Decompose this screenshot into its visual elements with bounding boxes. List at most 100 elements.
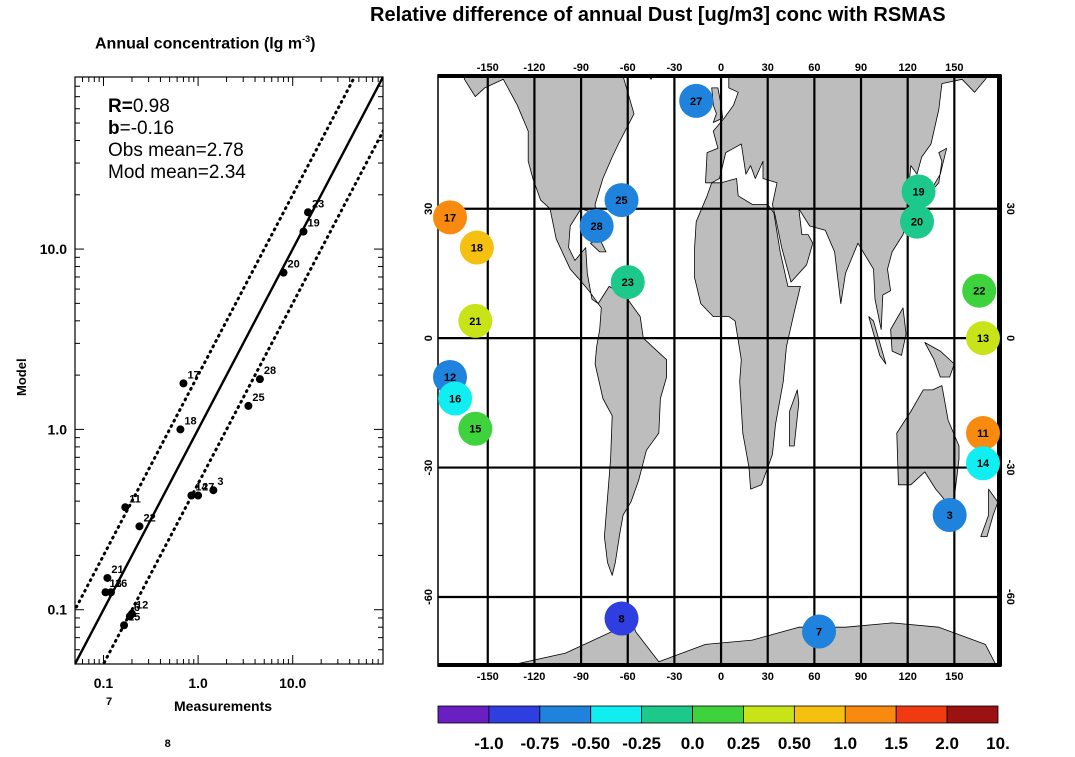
point-label: 19 xyxy=(307,218,319,230)
station-label: 18 xyxy=(471,243,483,255)
colorbar-label: 1.5 xyxy=(884,734,908,753)
lon-label-bottom: 60 xyxy=(808,671,820,683)
station-marker xyxy=(433,200,467,235)
x-tick-label: 1.0 xyxy=(188,675,208,691)
scatter-plot: 0.1 1.0 10.00.11.010.023192028251718111427… xyxy=(40,76,384,750)
lon-label-top: -150 xyxy=(477,62,499,74)
lon-label-top: 150 xyxy=(945,62,963,74)
station-marker xyxy=(966,321,1000,356)
lat-label-left: -60 xyxy=(423,589,435,605)
station-marker xyxy=(610,265,645,300)
station-label: 21 xyxy=(469,316,481,328)
data-point xyxy=(125,612,134,621)
station-label: 7 xyxy=(816,626,822,638)
colorbar-swatch xyxy=(895,705,948,724)
x-tick-label: 0.1 xyxy=(94,675,114,691)
station-marker xyxy=(966,416,1000,451)
colorbar-swatch xyxy=(437,705,490,724)
data-point xyxy=(101,588,110,597)
lon-label-bottom: 0 xyxy=(718,671,724,683)
map-border-right xyxy=(997,75,1002,666)
data-point xyxy=(187,491,196,500)
scatter-title-exponent: -3 xyxy=(302,34,311,44)
colorbar-label: 1.0 xyxy=(833,734,857,753)
station-label: 14 xyxy=(977,458,990,470)
lon-label-top: 120 xyxy=(899,62,917,74)
lat-label-right: -60 xyxy=(1004,589,1016,605)
scatter-title-close: ) xyxy=(310,35,316,53)
stat-b-value: =-0.16 xyxy=(119,118,175,139)
lat-label-left: -30 xyxy=(423,460,435,476)
station-label: 17 xyxy=(444,212,456,224)
station-marker xyxy=(966,446,1000,481)
point-label: 13 xyxy=(109,578,121,590)
two-to-one-line xyxy=(75,77,357,613)
point-label: 28 xyxy=(264,365,276,377)
stat-b: b=-0.16 xyxy=(108,118,246,140)
station-marker xyxy=(458,411,493,446)
colorbar: -1.0 -0.75 -0.50 -0.25 0.0 0.25 0.50 1.0 1.5 2.0 1… xyxy=(437,705,1010,753)
point-label: 11 xyxy=(129,493,141,505)
lon-label-top: 90 xyxy=(855,62,867,74)
lat-label-right: -30 xyxy=(1004,460,1016,476)
stat-r: R=0.98 xyxy=(108,96,246,118)
data-point xyxy=(179,379,188,388)
offscale-label: 7 xyxy=(106,696,112,708)
point-label: 20 xyxy=(288,259,300,271)
station-label: 19 xyxy=(912,186,924,198)
landmasses xyxy=(463,23,999,666)
lon-label-bottom: -150 xyxy=(477,671,499,683)
scatter-frame xyxy=(74,76,384,665)
station-marker xyxy=(962,273,997,308)
lon-label-top: -30 xyxy=(666,62,682,74)
british-isles-landmass xyxy=(711,87,723,123)
baffin-landmass xyxy=(581,23,620,66)
stat-b-label: b xyxy=(108,118,120,139)
point-label: 22 xyxy=(143,512,155,524)
stat-r-label: R= xyxy=(108,96,133,117)
colorbar-label: 10. xyxy=(986,734,1010,753)
station-marker xyxy=(901,174,936,209)
lon-label-top: -60 xyxy=(620,62,636,74)
point-label: 14 xyxy=(195,481,208,493)
lat-label-right: 30 xyxy=(1004,203,1016,215)
point-label: 12 xyxy=(136,600,148,612)
x-tick-label: 10.0 xyxy=(279,675,306,691)
data-point xyxy=(106,588,115,597)
reference-lines xyxy=(75,77,383,664)
data-point xyxy=(103,573,112,582)
station-label: 20 xyxy=(911,217,923,229)
station-label: 8 xyxy=(618,614,624,626)
point-label: 15 xyxy=(128,611,140,623)
map-plot: -150-150-120-120-90-90-60-60-30-30003030… xyxy=(423,23,1016,683)
lon-label-top: 30 xyxy=(762,62,774,74)
data-point xyxy=(209,486,218,495)
chart-title: Relative difference of annual Dust [ug/m… xyxy=(370,4,946,26)
colorbar-label: 0.50 xyxy=(778,734,811,753)
offscale-label: 8 xyxy=(165,738,171,750)
lon-label-bottom: 90 xyxy=(855,671,867,683)
south-america-landmass xyxy=(594,286,667,576)
colorbar-swatch xyxy=(539,705,592,724)
point-label: 23 xyxy=(312,198,324,210)
lon-label-top: 0 xyxy=(718,62,724,74)
lon-label-bottom: 150 xyxy=(945,671,963,683)
lat-label-left: 30 xyxy=(423,203,435,215)
data-point xyxy=(194,491,203,500)
y-tick-label: 1.0 xyxy=(48,421,68,437)
point-label: 18 xyxy=(184,415,196,427)
data-point xyxy=(299,227,308,236)
station-label: 12 xyxy=(444,372,456,384)
lon-label-top: 60 xyxy=(808,62,820,74)
colorbar-swatch xyxy=(488,705,541,724)
data-point xyxy=(121,503,130,512)
map-border-top xyxy=(438,74,1001,78)
colorbar-label: -1.0 xyxy=(474,734,503,753)
colorbar-swatch xyxy=(692,705,744,724)
lat-label-right: 0 xyxy=(1004,335,1016,341)
station-marker xyxy=(802,614,837,649)
station-marker xyxy=(604,183,639,218)
colorbar-swatch xyxy=(743,705,795,724)
colorbar-swatch xyxy=(590,705,643,724)
